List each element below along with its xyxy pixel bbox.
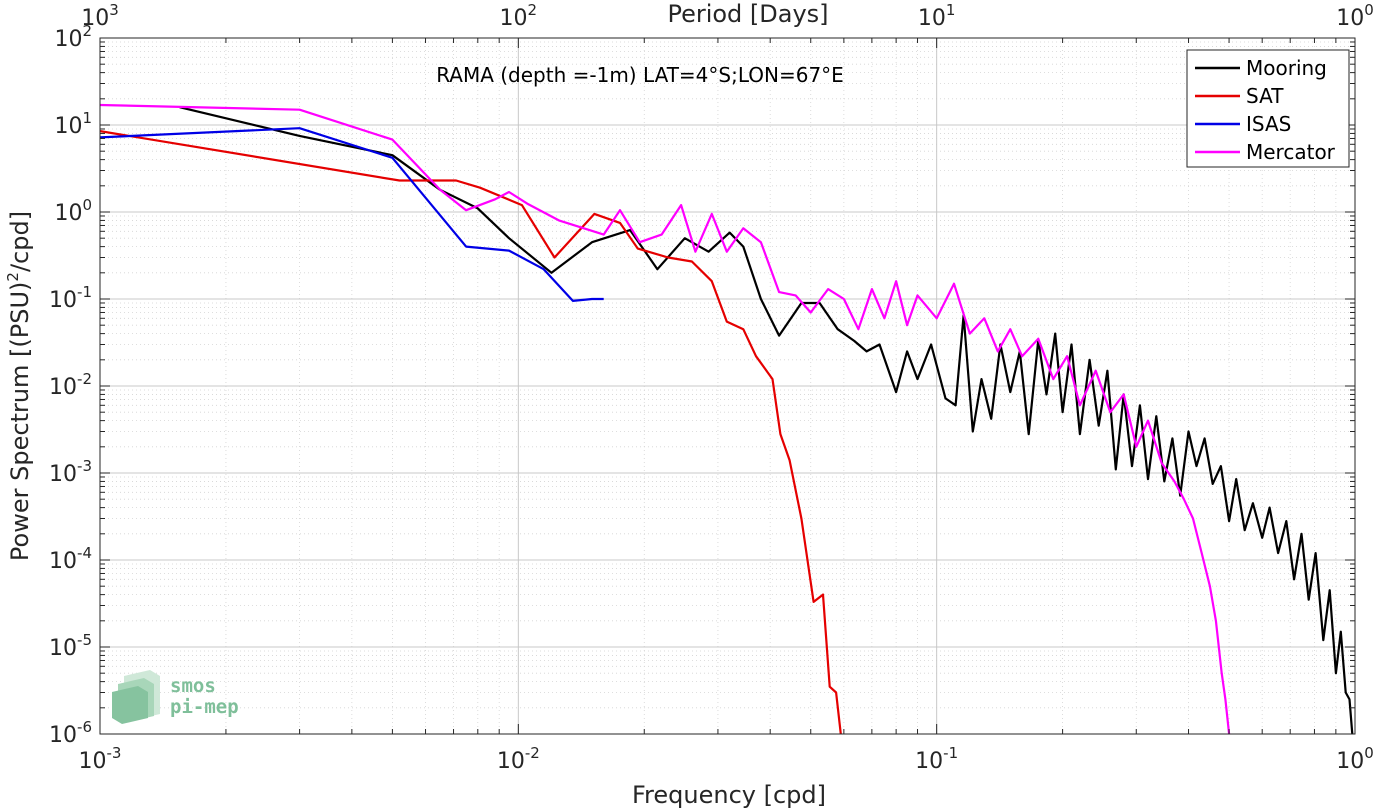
x-axis-label: Frequency [cpd] xyxy=(632,781,826,809)
legend-box xyxy=(1186,49,1350,168)
logo-wave-front xyxy=(112,686,148,724)
top-tick-label: 101 xyxy=(918,1,956,31)
legend-label-isas: ISAS xyxy=(1246,112,1291,136)
x-tick-label: 100 xyxy=(1336,744,1374,774)
legend-label-mooring: Mooring xyxy=(1246,56,1327,80)
grid xyxy=(99,37,1356,735)
series-line-mooring xyxy=(179,106,1354,734)
top-tick-label: 100 xyxy=(1336,1,1374,31)
smos-pi-mep-logo: smos pi-mep xyxy=(112,670,239,724)
y-tick-label: 102 xyxy=(54,22,92,52)
y-tick-label: 100 xyxy=(54,196,92,226)
logo-text-smos: smos xyxy=(170,675,216,697)
y-tick-label: 10-6 xyxy=(49,718,92,748)
legend: Mooring SAT ISAS Mercator xyxy=(1186,49,1350,168)
series-line-mercator xyxy=(100,103,1231,734)
x-tick-label: 10-1 xyxy=(915,744,958,774)
chart-title: RAMA (depth =-1m) LAT=4°S;LON=67°E xyxy=(436,63,844,87)
series-line-isas xyxy=(100,127,604,302)
top-tick-label: 103 xyxy=(81,1,119,31)
axis-ticks: 10-3 10-2 10-1 100 10-6 10-5 10-4 10-3 10-2 10-1 1… xyxy=(49,1,1374,774)
y-tick-label: 10-2 xyxy=(49,370,92,400)
y-axis-label: Power Spectrum [(PSU)2/cpd] xyxy=(4,211,34,561)
y-tick-label: 10-5 xyxy=(49,631,92,661)
y-tick-label: 101 xyxy=(54,109,92,139)
series-lines xyxy=(100,103,1354,734)
x-tick-label: 10-2 xyxy=(497,744,540,774)
top-axis-label: Period [Days] xyxy=(667,0,828,28)
logo-text-pi-mep: pi-mep xyxy=(170,696,239,718)
y-tick-label: 10-3 xyxy=(49,457,92,487)
y-tick-label: 10-4 xyxy=(49,544,92,574)
series-line-sat xyxy=(100,130,842,734)
top-tick-label: 102 xyxy=(500,1,538,31)
y-tick-label: 10-1 xyxy=(49,283,92,313)
x-tick-label: 10-3 xyxy=(79,744,122,774)
legend-label-mercator: Mercator xyxy=(1246,140,1336,164)
legend-label-sat: SAT xyxy=(1246,84,1284,108)
